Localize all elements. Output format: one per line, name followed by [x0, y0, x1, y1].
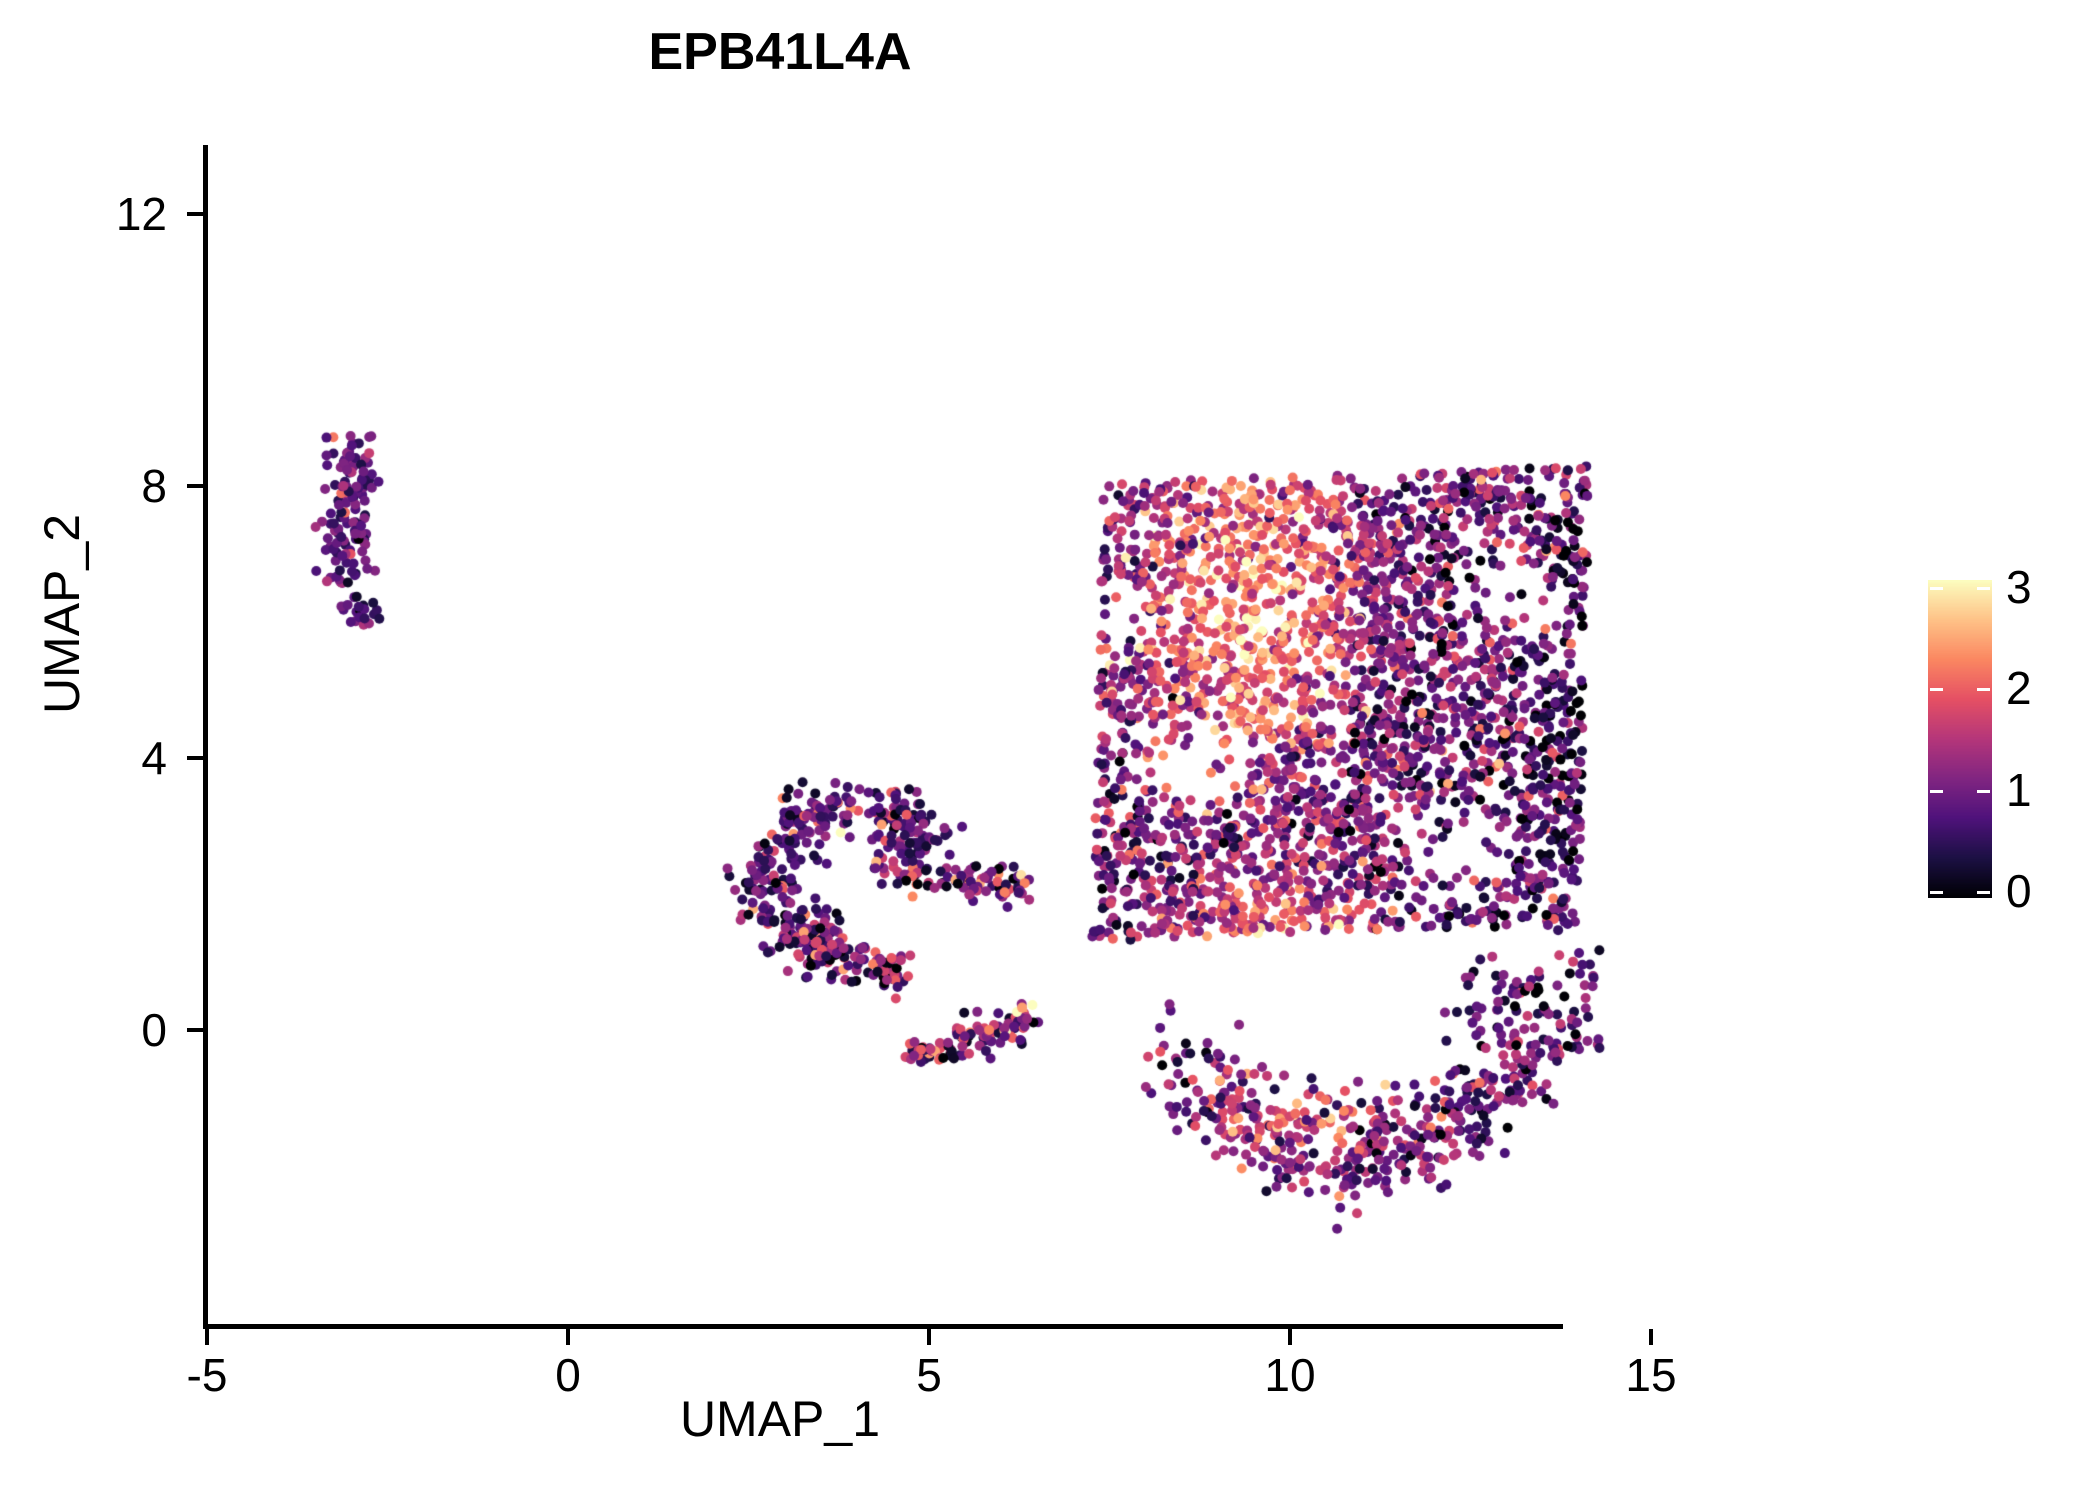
x-axis-label: UMAP_1 [679, 1391, 881, 1447]
x-tick-label: -5 [186, 1349, 228, 1401]
legend-tick-mark-left [1930, 891, 1943, 894]
legend-tick-mark-left [1930, 587, 1943, 590]
x-tick-mark [566, 1329, 570, 1345]
legend-tick-label: 1 [2006, 763, 2032, 816]
legend-tick-mark-left [1930, 789, 1943, 793]
legend-colorbar [1928, 580, 1992, 898]
x-tick-label: 10 [1264, 1349, 1316, 1401]
y-axis-label: UMAP_2 [34, 513, 90, 715]
y-tick-label: 8 [141, 460, 167, 512]
legend-tick-mark-right [1977, 587, 1990, 590]
legend-tick-label: 2 [2006, 662, 2032, 715]
x-tick-label: 0 [555, 1349, 581, 1401]
legend-tick-mark-right [1977, 789, 1990, 793]
y-tick-mark [187, 484, 203, 488]
legend-tick-mark-right [1977, 688, 1990, 692]
x-tick-label: 15 [1625, 1349, 1677, 1401]
x-tick-label: 5 [916, 1349, 942, 1401]
x-tick-mark [205, 1329, 209, 1345]
y-tick-mark [187, 212, 203, 216]
y-tick-label: 12 [115, 188, 167, 240]
y-tick-mark [187, 1028, 203, 1032]
legend-tick-mark-left [1930, 688, 1943, 692]
y-tick-mark [187, 756, 203, 760]
x-tick-mark [1649, 1329, 1653, 1345]
legend-tick-label: 0 [2006, 865, 2032, 917]
y-tick-label: 4 [141, 732, 167, 784]
y-tick-label: 0 [141, 1004, 167, 1056]
legend-tick-label: 3 [2006, 561, 2032, 613]
x-tick-mark [1288, 1329, 1292, 1345]
legend-tick-mark-right [1977, 891, 1990, 894]
x-tick-mark [927, 1329, 931, 1345]
